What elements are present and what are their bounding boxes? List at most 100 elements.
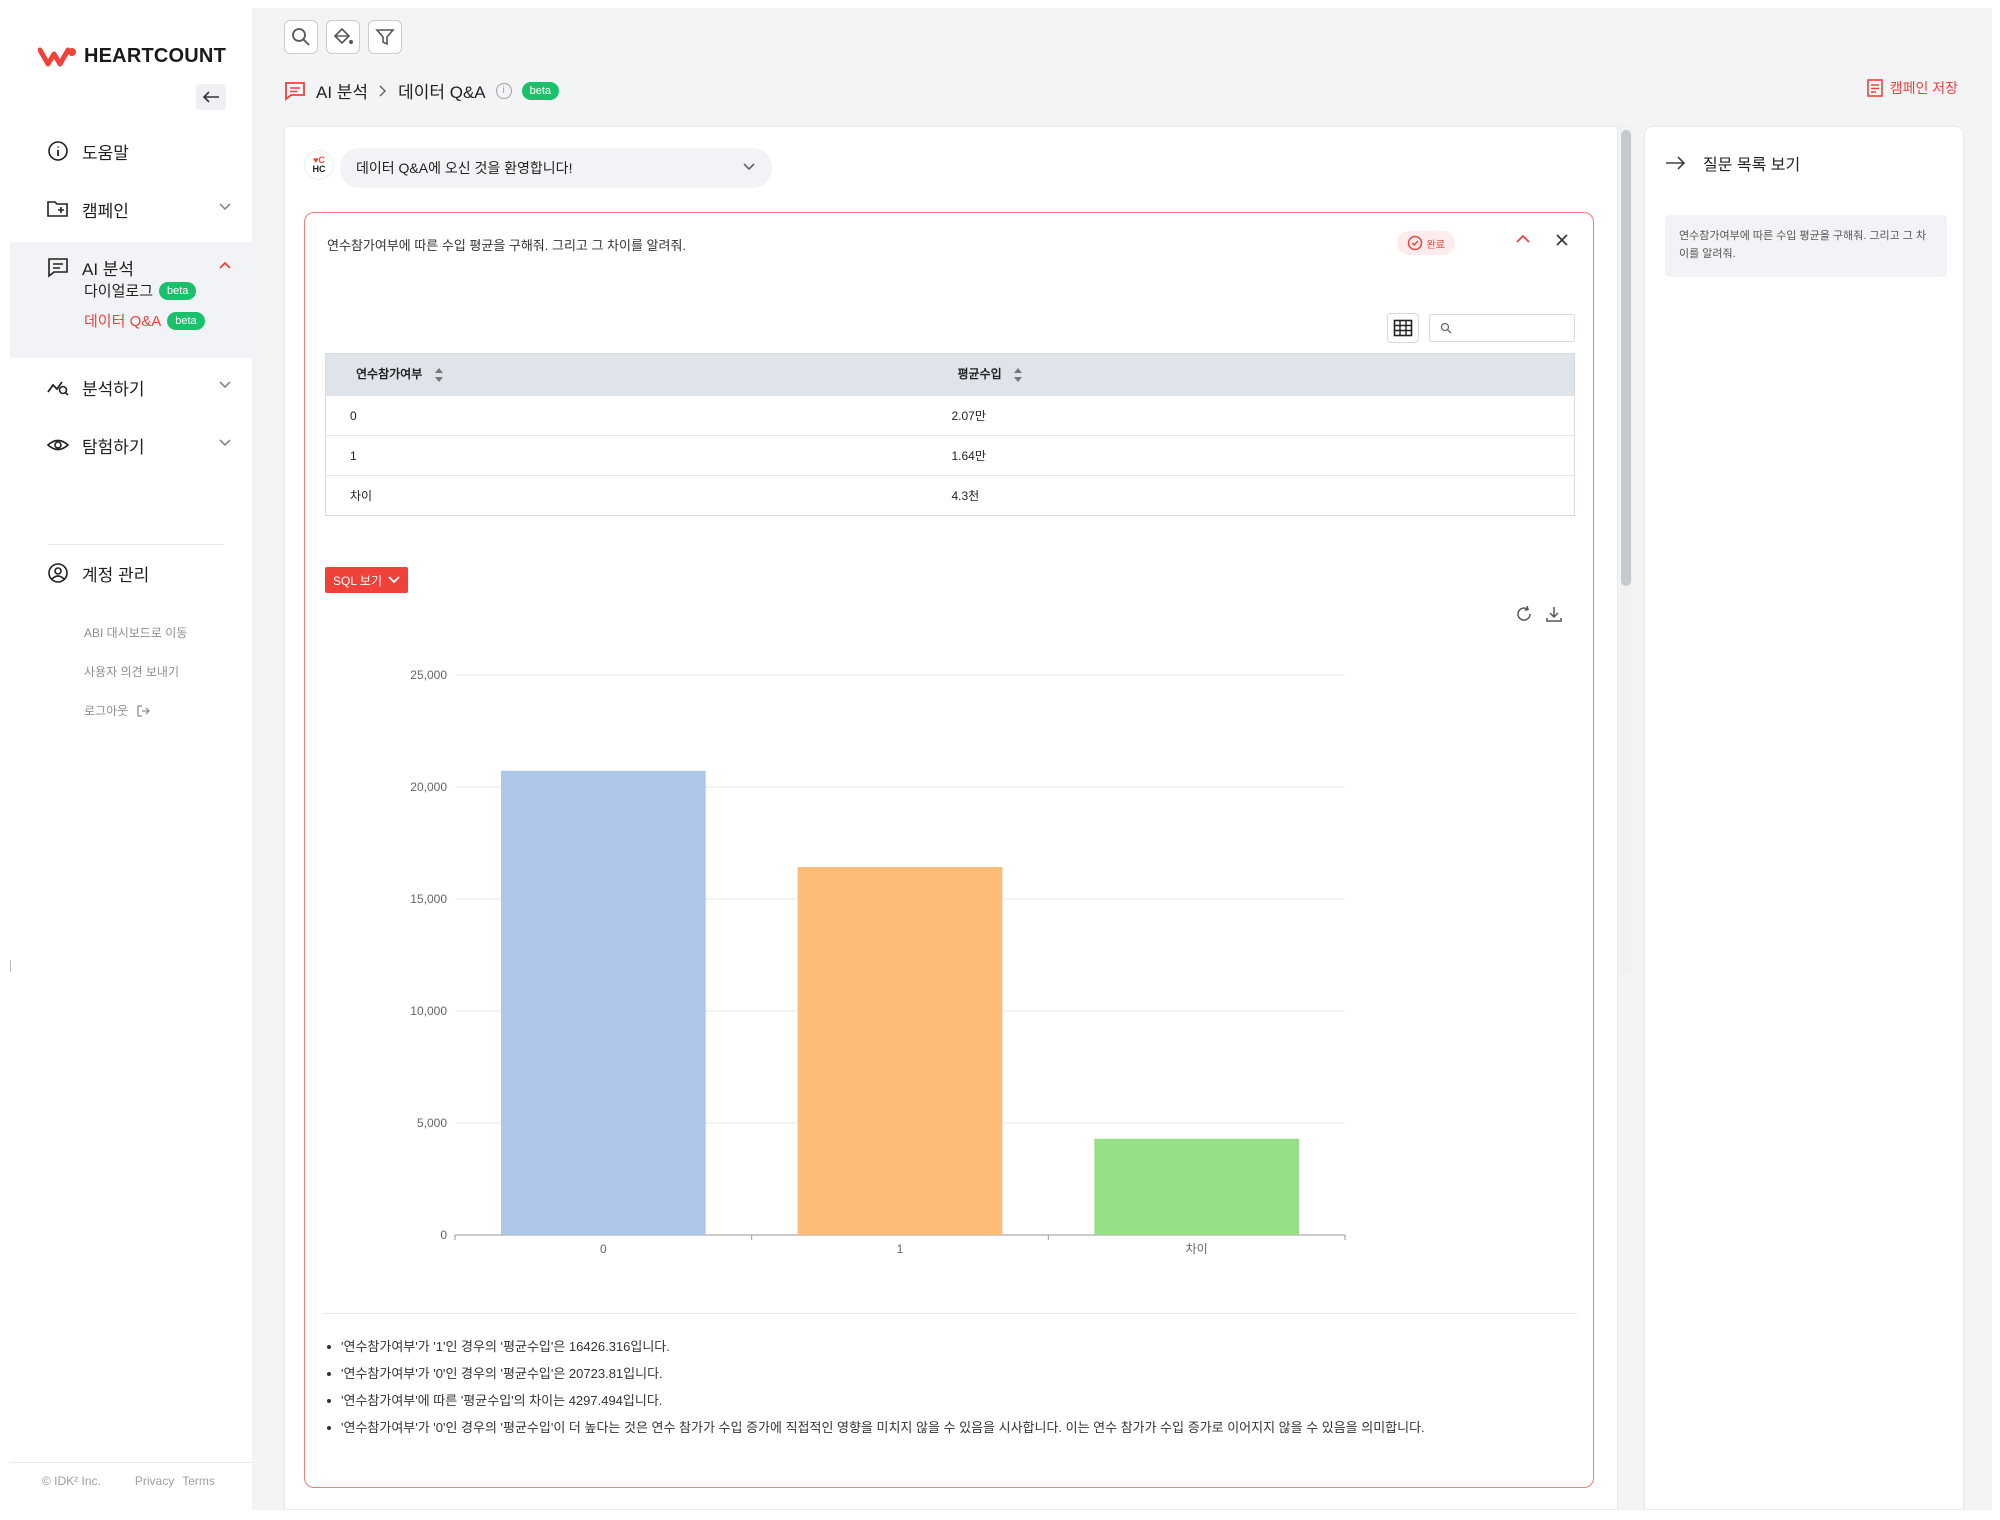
chevron-down-icon [388, 576, 400, 584]
logo-text: HEARTCOUNT [84, 44, 226, 67]
save-campaign-button[interactable]: 캠페인 저장 [1866, 78, 1958, 98]
y-tick-label: 25,000 [410, 668, 447, 682]
privacy-link[interactable]: Privacy [134, 1474, 175, 1488]
info-icon [46, 139, 70, 163]
search-icon [1440, 322, 1452, 334]
chevron-down-icon [219, 439, 231, 447]
paint-bucket-icon [333, 27, 353, 45]
nav-account[interactable]: 계정 관리 [46, 558, 236, 588]
logo[interactable]: HEARTCOUNT [38, 44, 226, 68]
sort-icon [1014, 367, 1023, 382]
logout-label: 로그아웃 [84, 704, 129, 718]
analyze-icon [46, 375, 70, 399]
nav-explore[interactable]: 탐험하기 [46, 430, 236, 460]
question-list-item[interactable]: 연수참가여부에 따른 수입 평균을 구해줘. 그리고 그 차이를 알려줘. [1665, 215, 1947, 277]
breadcrumb-root[interactable]: AI 분석 [316, 83, 369, 102]
refresh-icon[interactable] [1515, 605, 1533, 623]
chat-icon [46, 255, 70, 279]
feedback-link[interactable]: 사용자 의견 보내기 [84, 663, 179, 680]
table-cell: 4.3천 [927, 475, 1575, 516]
sql-view-label: SQL 보기 [333, 573, 382, 588]
question-list-toggle[interactable]: 질문 목록 보기 [1665, 151, 1800, 175]
chevron-down-icon [219, 203, 231, 211]
x-tick-label: 0 [600, 1242, 607, 1256]
close-icon[interactable] [1555, 233, 1569, 247]
table-cell: 1.64만 [927, 435, 1575, 476]
result-table: 연수참가여부 평균수입 0 2.07만 1 1.64만 차이 4.3천 [325, 353, 1575, 516]
avatar-top: ♥C [313, 155, 325, 165]
ai-analysis-group [10, 242, 252, 358]
column-header-label: 연수참가여부 [356, 367, 423, 382]
collapse-sidebar-button[interactable] [196, 84, 226, 110]
info-icon[interactable]: i [495, 82, 512, 99]
terms-link[interactable]: Terms [182, 1474, 215, 1488]
y-tick-label: 0 [440, 1228, 447, 1242]
table-cell: 2.07만 [927, 395, 1575, 436]
filter-tool-button[interactable] [368, 20, 402, 54]
nav-ai-analysis[interactable]: AI 분석 [46, 252, 236, 282]
welcome-message[interactable]: 데이터 Q&A에 오신 것을 환영합니다! [340, 148, 772, 188]
question-text: 연수참가여부에 따른 수입 평균을 구해줘. 그리고 그 차이를 알려줘. [327, 238, 687, 253]
arrow-left-icon [202, 91, 219, 103]
search-icon [292, 28, 310, 46]
breadcrumb: AI 분석 데이터 Q&A i beta [284, 78, 560, 103]
scrollbar-thumb[interactable] [1621, 130, 1631, 586]
nav-explore-label: 탐험하기 [82, 437, 145, 457]
x-tick-label: 1 [897, 1242, 904, 1256]
table-cell: 차이 [325, 475, 928, 516]
column-header[interactable]: 연수참가여부 [325, 353, 928, 396]
avatar: ♥C HC [304, 150, 334, 180]
status-text: 완료 [1426, 239, 1445, 251]
paint-tool-button[interactable] [326, 20, 360, 54]
bar [500, 770, 706, 1235]
nav-data-qa[interactable]: 데이터 Q&A beta [84, 310, 205, 331]
table-cell: 1 [325, 435, 928, 476]
table-view-button[interactable] [1387, 313, 1419, 343]
nav-help[interactable]: 도움말 [46, 136, 236, 166]
question-list-panel: 질문 목록 보기 연수참가여부에 따른 수입 평균을 구해줘. 그리고 그 차이… [1644, 126, 1964, 1510]
table-cell: 0 [325, 395, 928, 436]
nav-ai-label: AI 분석 [82, 259, 135, 279]
abi-dashboard-label: ABI 대시보드로 이동 [84, 626, 188, 640]
arrow-right-icon [1666, 156, 1686, 170]
welcome-text: 데이터 Q&A에 오신 것을 환영합니다! [356, 160, 573, 176]
check-circle-icon [1407, 235, 1422, 251]
table-row: 0 2.07만 [325, 395, 1575, 436]
nav-dialog[interactable]: 다이얼로그 beta [84, 280, 197, 301]
sql-view-button[interactable]: SQL 보기 [325, 567, 408, 593]
chevron-up-icon[interactable] [1515, 233, 1531, 245]
nav-analyze[interactable]: 분석하기 [46, 372, 236, 402]
download-icon[interactable] [1545, 605, 1563, 623]
logout-icon [137, 704, 151, 717]
breadcrumb-current: 데이터 Q&A [398, 83, 486, 102]
eye-icon [46, 433, 70, 457]
chevron-right-icon [379, 84, 387, 97]
sort-icon [434, 367, 443, 382]
bar [797, 867, 1003, 1235]
edge-marker [10, 960, 11, 972]
logout-link[interactable]: 로그아웃 [84, 702, 151, 719]
nav-data-qa-label: 데이터 Q&A [84, 313, 162, 330]
nav-campaign[interactable]: 캠페인 [46, 194, 236, 224]
abi-dashboard-link[interactable]: ABI 대시보드로 이동 [84, 624, 187, 641]
nav-analyze-label: 분석하기 [82, 379, 145, 399]
status-badge: 완료 [1396, 231, 1455, 255]
table-search-input[interactable] [1429, 314, 1575, 342]
beta-badge: beta [521, 81, 560, 100]
sidebar-divider [48, 544, 224, 545]
search-tool-button[interactable] [284, 20, 318, 54]
nav-account-label: 계정 관리 [82, 565, 150, 585]
y-tick-label: 10,000 [410, 1004, 447, 1018]
question-list-title: 질문 목록 보기 [1703, 157, 1801, 174]
x-tick-label: 차이 [1186, 1242, 1208, 1256]
sidebar-footer-divider [10, 1462, 252, 1463]
user-circle-icon [46, 561, 70, 585]
nav-campaign-label: 캠페인 [82, 201, 129, 221]
nav-dialog-label: 다이얼로그 [84, 283, 154, 300]
beta-badge: beta [159, 281, 197, 300]
bar [1094, 1138, 1300, 1235]
column-header-label: 평균수입 [957, 367, 1002, 382]
qa-card: 연수참가여부에 따른 수입 평균을 구해줘. 그리고 그 차이를 알려줘. 완료… [304, 212, 1594, 1488]
column-header[interactable]: 평균수입 [927, 353, 1575, 396]
chat-icon [285, 81, 305, 101]
